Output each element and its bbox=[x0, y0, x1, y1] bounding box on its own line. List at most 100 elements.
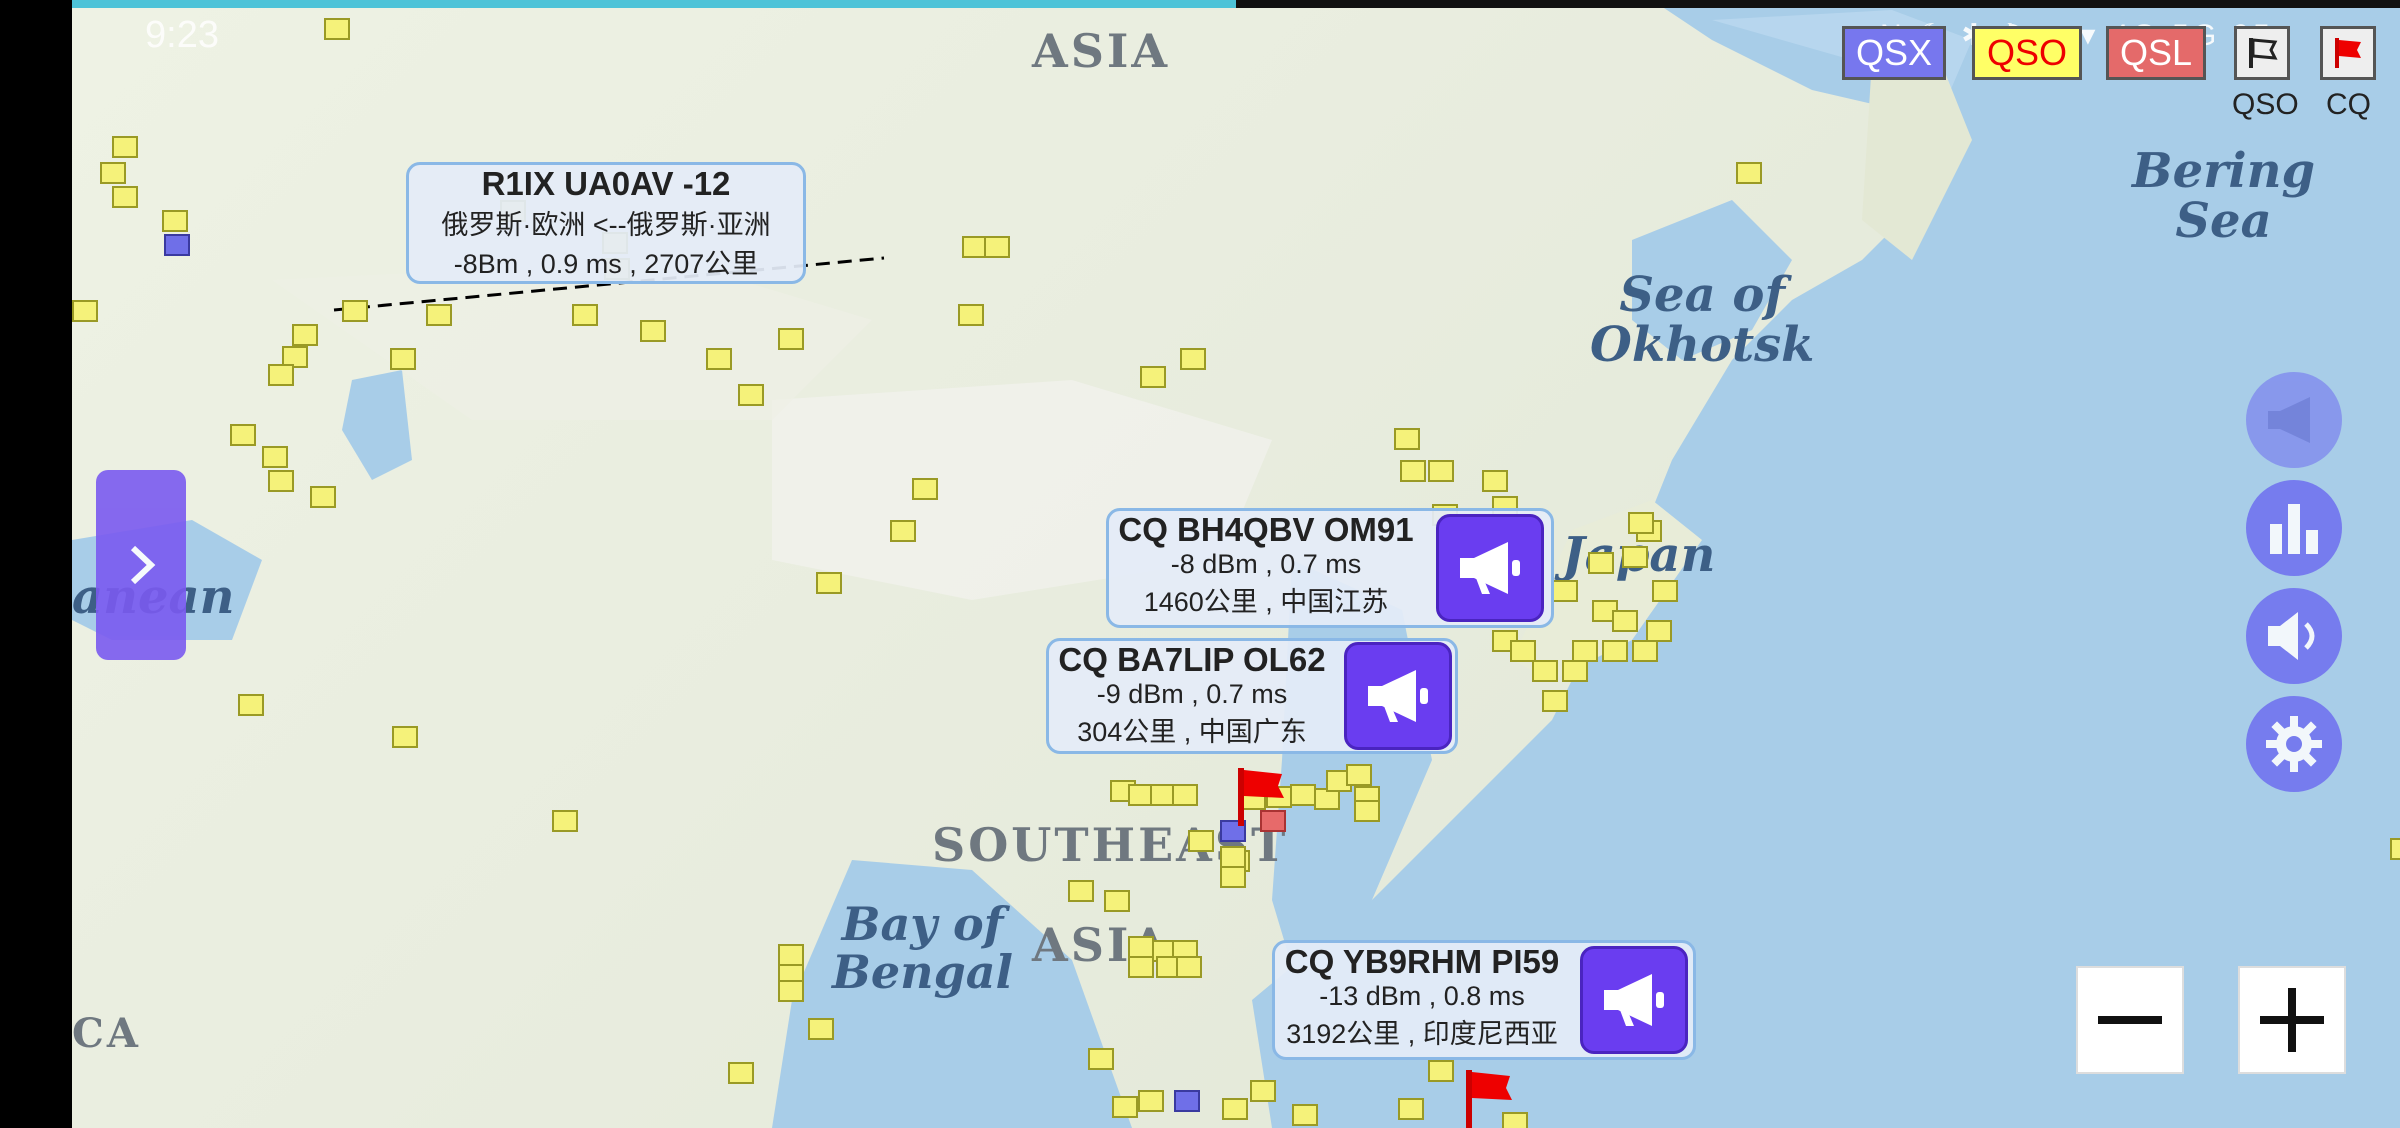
grid-square bbox=[162, 210, 188, 232]
grid-square bbox=[1220, 846, 1246, 868]
plus-icon bbox=[2260, 988, 2324, 1052]
grid-square bbox=[262, 446, 288, 468]
grid-square bbox=[912, 478, 938, 500]
grid-square bbox=[268, 470, 294, 492]
call-button-yb9rhm[interactable] bbox=[1580, 946, 1688, 1054]
grid-square bbox=[238, 694, 264, 716]
grid-square bbox=[1128, 956, 1154, 978]
map-label-bengal: Bay of Bengal bbox=[832, 897, 1014, 1000]
status-time: 9:23 bbox=[145, 14, 219, 56]
grid-square bbox=[392, 726, 418, 748]
grid-square bbox=[72, 300, 98, 322]
flag-icon bbox=[1466, 1070, 1512, 1128]
volume-icon bbox=[2268, 612, 2315, 660]
grid-square bbox=[1346, 764, 1372, 786]
qso-filter-button[interactable] bbox=[2234, 26, 2290, 80]
grid-square bbox=[1112, 1096, 1138, 1118]
chevron-right-icon bbox=[130, 545, 156, 585]
grid-square bbox=[1260, 810, 1286, 832]
grid-square bbox=[112, 186, 138, 208]
qso-button[interactable]: QSO bbox=[1972, 26, 2082, 80]
grid-square bbox=[1562, 660, 1588, 682]
progress-track bbox=[1236, 0, 2400, 8]
grid-square bbox=[1068, 880, 1094, 902]
grid-square bbox=[958, 304, 984, 326]
grid-square bbox=[1180, 348, 1206, 370]
grid-square bbox=[1176, 956, 1202, 978]
grid-square bbox=[1542, 690, 1568, 712]
grid-square bbox=[984, 236, 1010, 258]
grid-square bbox=[1138, 1090, 1164, 1112]
qsx-button[interactable]: QSX bbox=[1842, 26, 1946, 80]
grid-square bbox=[1510, 640, 1536, 662]
grid-square bbox=[1104, 890, 1130, 912]
zoom-out-button[interactable] bbox=[2076, 966, 2184, 1074]
grid-square bbox=[310, 486, 336, 508]
call-button-ba7lip[interactable] bbox=[1344, 642, 1452, 750]
map-label-okhotsk: Sea of Okhotsk bbox=[1590, 267, 1815, 374]
settings-button[interactable] bbox=[2246, 696, 2342, 792]
volume-button[interactable] bbox=[2246, 588, 2342, 684]
flag-outline-icon bbox=[2249, 38, 2278, 68]
map-label-africa: CA bbox=[72, 1010, 141, 1057]
grid-square bbox=[1646, 620, 1672, 642]
megaphone-icon bbox=[1368, 670, 1428, 722]
grid-square bbox=[572, 304, 598, 326]
megaphone-icon bbox=[1460, 542, 1520, 594]
stats-button[interactable] bbox=[2246, 480, 2342, 576]
grid-square bbox=[292, 324, 318, 346]
grid-square bbox=[164, 234, 190, 256]
grid-square bbox=[1088, 1048, 1114, 1070]
qsl-button[interactable]: QSL bbox=[2106, 26, 2206, 80]
drawer-toggle-button[interactable] bbox=[96, 470, 186, 660]
map-view[interactable]: ASIA SOUTHEAST ASIA Bering Sea Sea of Okho… bbox=[72, 0, 2400, 1128]
mute-button[interactable] bbox=[2246, 372, 2342, 468]
grid-square bbox=[1250, 1080, 1276, 1102]
grid-square bbox=[1140, 366, 1166, 388]
zoom-in-button[interactable] bbox=[2238, 966, 2346, 1074]
grid-square bbox=[324, 18, 350, 40]
grid-square bbox=[1588, 552, 1614, 574]
cq-filter-button[interactable] bbox=[2320, 26, 2376, 80]
grid-square bbox=[1736, 162, 1762, 184]
callout-r1ix[interactable]: R1IX UA0AV -12 俄罗斯·欧洲 <--俄罗斯·亚洲 -8Bm , 0… bbox=[406, 162, 806, 284]
grid-square bbox=[1632, 640, 1658, 662]
grid-square bbox=[552, 810, 578, 832]
grid-square bbox=[2390, 838, 2400, 860]
grid-square bbox=[1400, 460, 1426, 482]
grid-square bbox=[1652, 580, 1678, 602]
grid-square bbox=[1292, 1104, 1318, 1126]
grid-square bbox=[268, 364, 294, 386]
grid-square bbox=[1622, 546, 1648, 568]
minus-icon bbox=[2098, 1016, 2162, 1024]
grid-square bbox=[1532, 660, 1558, 682]
grid-square bbox=[390, 348, 416, 370]
call-button-bh4qbv[interactable] bbox=[1436, 514, 1544, 622]
flag-icon bbox=[1238, 768, 1284, 826]
grid-square bbox=[778, 980, 804, 1002]
megaphone-icon bbox=[2268, 397, 2310, 443]
callout-ba7lip[interactable]: CQ BA7LIP OL62 -9 dBm , 0.7 ms 304公里 , 中… bbox=[1046, 638, 1458, 754]
cq-label: CQ bbox=[2326, 88, 2371, 121]
grid-square bbox=[230, 424, 256, 446]
grid-square bbox=[1174, 1090, 1200, 1112]
map-label-asia: ASIA bbox=[1032, 24, 1171, 78]
grid-square bbox=[426, 304, 452, 326]
megaphone-icon bbox=[1604, 974, 1664, 1026]
grid-square bbox=[1502, 1112, 1528, 1128]
grid-square bbox=[1398, 1098, 1424, 1120]
grid-square bbox=[1482, 470, 1508, 492]
grid-square bbox=[112, 136, 138, 158]
grid-square bbox=[640, 320, 666, 342]
grid-square bbox=[1612, 610, 1638, 632]
grid-square bbox=[738, 384, 764, 406]
grid-square bbox=[100, 162, 126, 184]
grid-square bbox=[816, 572, 842, 594]
grid-square bbox=[890, 520, 916, 542]
progress-bar bbox=[72, 0, 1236, 8]
grid-square bbox=[778, 328, 804, 350]
grid-square bbox=[1220, 866, 1246, 888]
grid-square bbox=[1602, 640, 1628, 662]
grid-square bbox=[1290, 784, 1316, 806]
bar-chart-icon bbox=[2270, 504, 2318, 554]
